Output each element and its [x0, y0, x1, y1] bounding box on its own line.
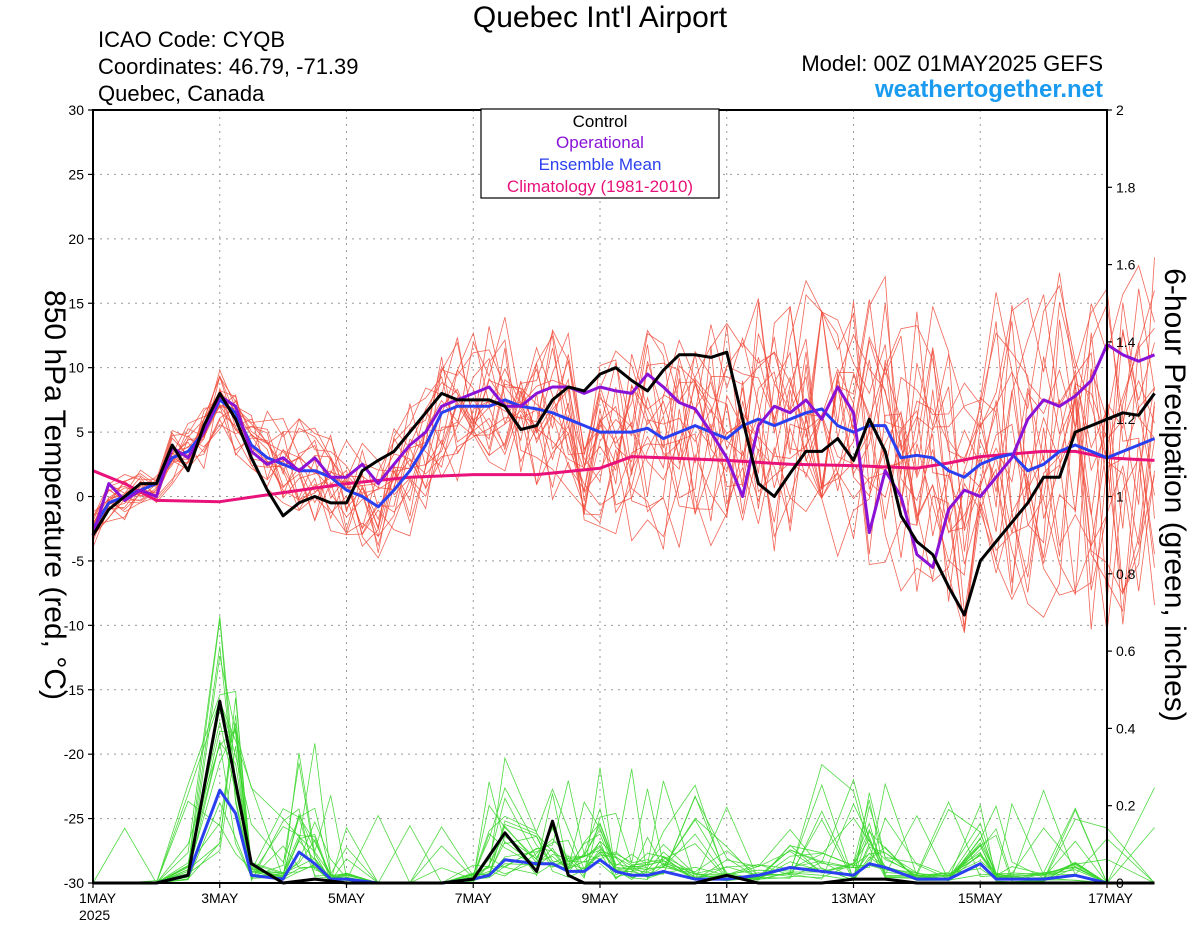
x-tick-label: 1MAY: [79, 890, 117, 906]
temperature-operational-line: [91, 343, 1156, 569]
precip-ensemble-mean-line: [93, 788, 1155, 885]
precip-member-line: [93, 700, 1155, 884]
temperature-member-line: [92, 288, 1155, 627]
coordinates: Coordinates: 46.79, -71.39: [98, 54, 359, 79]
y-left-tick-label: -10: [64, 617, 84, 633]
y-left-tick-label: -15: [64, 682, 84, 698]
y-right-tick-label: 1: [1116, 489, 1124, 505]
temperature-member-line: [92, 328, 1155, 596]
y-axis-right-title: 6-hour Precipation (green, inches): [1158, 268, 1191, 722]
y-right-tick-label: 2: [1116, 102, 1124, 118]
y-left-tick-label: 5: [76, 424, 84, 440]
location: Quebec, Canada: [98, 81, 265, 106]
precip-member-line: [93, 690, 1155, 884]
x-tick-label: 5MAY: [328, 890, 366, 906]
precip-member-line: [93, 616, 1155, 884]
axes: 302520151050-5-10-15-20-25-3021.81.61.41…: [64, 102, 1136, 923]
y-right-tick-label: 0.4: [1116, 720, 1136, 736]
temperature-control-line: [91, 350, 1156, 617]
model-run: Model: 00Z 01MAY2025 GEFS: [801, 51, 1103, 76]
y-right-tick-label: 0.2: [1116, 798, 1136, 814]
y-right-tick-label: 0.6: [1116, 643, 1136, 659]
x-tick-label: 9MAY: [581, 890, 619, 906]
temperature-member-line: [92, 287, 1155, 633]
y-right-tick-label: 1.6: [1116, 257, 1136, 273]
precip-member-line: [93, 619, 1155, 884]
temperature-member-line: [92, 292, 1155, 625]
legend-operational: Operational: [556, 133, 644, 152]
y-left-tick-label: -5: [72, 553, 85, 569]
chart-title: Quebec Int'l Airport: [472, 1, 728, 34]
legend-ensemble-mean: Ensemble Mean: [539, 155, 662, 174]
y-left-tick-label: -20: [64, 746, 84, 762]
y-right-tick-label: 1.8: [1116, 179, 1136, 195]
y-left-tick-label: -30: [64, 875, 84, 891]
icao-code: ICAO Code: CYQB: [98, 27, 286, 52]
legend-control: Control: [573, 112, 628, 131]
y-axis-left-title: 850 hPa Temperature (red, °C): [38, 290, 71, 700]
y-left-tick-label: -25: [64, 811, 84, 827]
y-left-tick-label: 30: [68, 102, 84, 118]
grid-lines: [93, 110, 1107, 883]
y-left-tick-label: 0: [76, 489, 84, 505]
x-tick-label: 11MAY: [705, 890, 749, 906]
precip-member-line: [93, 708, 1155, 884]
x-tick-label: 13MAY: [831, 890, 877, 906]
y-right-tick-label: 1.4: [1116, 334, 1136, 350]
temperature-climatology-line: [92, 449, 1155, 504]
precip-member-line: [93, 729, 1155, 884]
precip-member-line: [93, 721, 1155, 884]
x-tick-label: 3MAY: [201, 890, 239, 906]
precip-member-line: [93, 699, 1155, 884]
x-tick-sublabel: 2025: [79, 907, 110, 923]
legend-box: [480, 108, 720, 199]
x-tick-label: 15MAY: [958, 890, 1004, 906]
precip-member-line: [93, 646, 1155, 884]
precip-control-line: [93, 699, 1155, 885]
precip-member-line: [93, 722, 1155, 884]
y-left-tick-label: 15: [68, 295, 84, 311]
legend-climatology: Climatology (1981-2010): [507, 177, 693, 196]
y-right-tick-label: 1.2: [1116, 411, 1136, 427]
y-left-tick-label: 20: [68, 231, 84, 247]
precip-member-line: [92, 655, 1155, 884]
y-left-tick-label: 25: [68, 166, 84, 182]
y-right-tick-label: 0: [1116, 875, 1124, 891]
x-tick-label: 7MAY: [455, 890, 493, 906]
ensemble-members: [92, 257, 1155, 884]
y-right-tick-label: 0.8: [1116, 566, 1136, 582]
temperature-ensemble-mean-line: [91, 398, 1156, 530]
legend: Control Operational Ensemble Mean Climat…: [480, 108, 720, 199]
temperature-member-line: [92, 264, 1155, 578]
y-left-tick-label: 10: [68, 360, 84, 376]
x-tick-label: 17MAY: [1088, 890, 1134, 906]
site-brand-link[interactable]: weathertogether.net: [874, 76, 1103, 103]
